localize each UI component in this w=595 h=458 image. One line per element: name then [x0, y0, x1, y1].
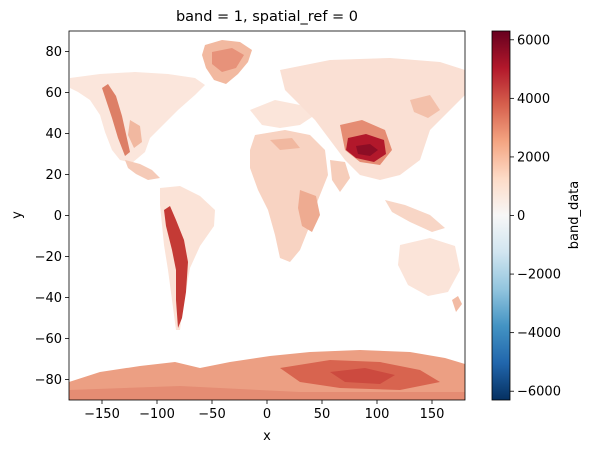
y-tick-label: −20: [35, 250, 62, 265]
x-tick-label: 50: [314, 407, 331, 422]
y-tick-label: 0: [54, 209, 62, 224]
colorbar-tick-label: 6000: [517, 33, 550, 48]
x-tick-label: 150: [420, 407, 445, 422]
colorbar-tick-label: 2000: [517, 150, 550, 165]
colorbar-label: band_data: [567, 181, 582, 250]
x-tick-label: −100: [139, 407, 175, 422]
x-tick-label: 100: [365, 407, 390, 422]
colorbar-tick-label: −4000: [517, 326, 561, 341]
y-axis: −80 −60 −40 −20 0 20 40 60 80: [35, 45, 69, 388]
chart-title: band = 1, spatial_ref = 0: [176, 9, 358, 25]
y-axis-label: y: [10, 211, 25, 219]
y-tick-label: 80: [45, 45, 62, 60]
x-axis-label: x: [263, 429, 271, 444]
y-tick-label: 20: [45, 168, 62, 183]
y-tick-label: 40: [45, 127, 62, 142]
x-tick-label: −50: [198, 407, 225, 422]
colorbar-tick-label: 4000: [517, 92, 550, 107]
x-tick-label: 0: [263, 407, 271, 422]
x-axis: −150 −100 −50 0 50 100 150: [84, 400, 444, 422]
map-raster: [69, 31, 465, 400]
y-tick-label: 60: [45, 86, 62, 101]
colorbar-tick-label: −6000: [517, 385, 561, 400]
y-tick-label: −60: [35, 332, 62, 347]
colorbar-axis: −6000 −4000 −2000 0 2000 4000 6000: [510, 33, 561, 400]
y-tick-label: −80: [35, 373, 62, 388]
colorbar: [491, 30, 511, 401]
colorbar-tick-label: 0: [517, 209, 525, 224]
y-tick-label: −40: [35, 291, 62, 306]
colorbar-tick-label: −2000: [517, 268, 561, 283]
x-tick-label: −150: [84, 407, 120, 422]
